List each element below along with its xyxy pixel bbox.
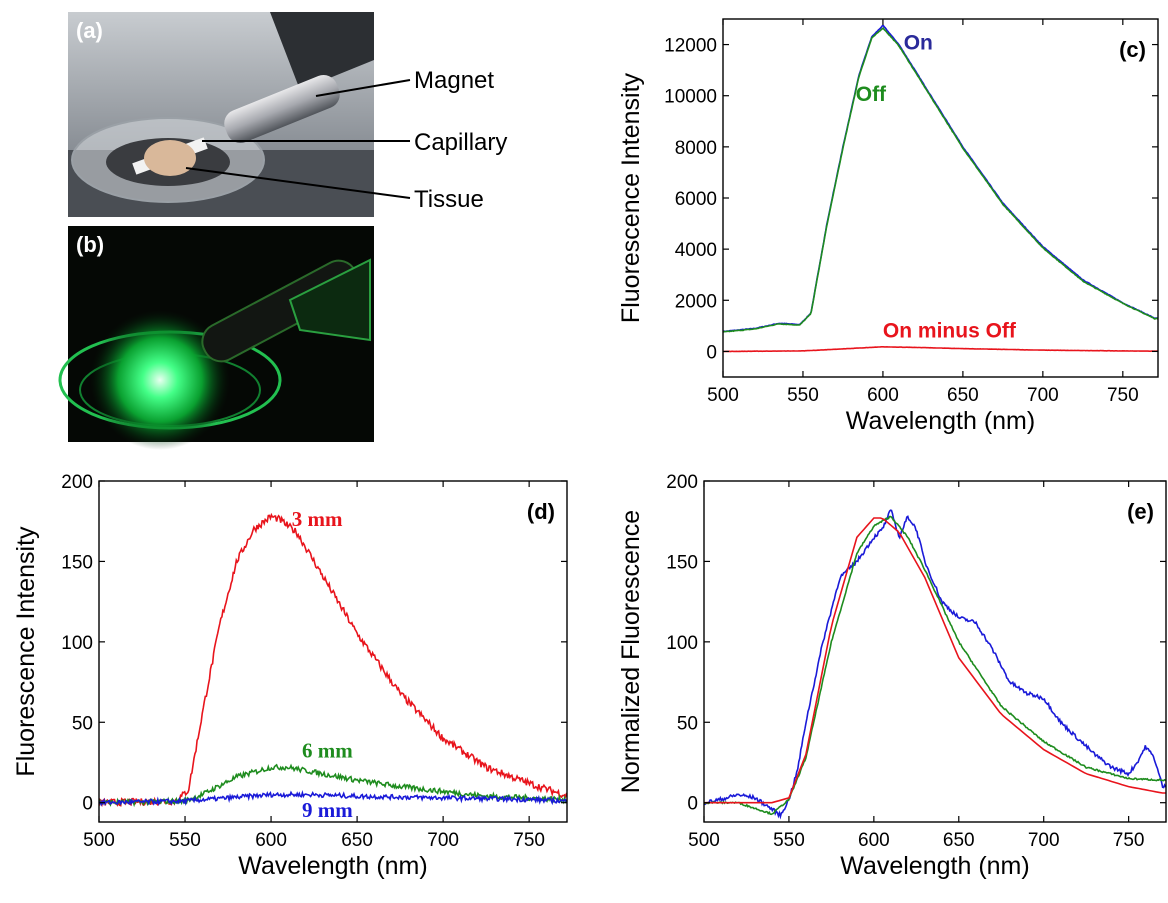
series-line-c-1 [723,26,1158,333]
x-tick-label: 700 [1027,385,1059,406]
photo-a-callouts: Magnet Capillary Tissue [185,67,507,213]
series-line-e-1 [704,515,1166,816]
magnet-label: Magnet [414,67,494,94]
annotation-on-minus-off: On minus Off [883,319,1017,342]
x-tick-label: 750 [1113,830,1145,851]
x-tick-label: 650 [943,830,975,851]
x-axis-label: Wavelength (nm) [846,407,1035,435]
y-tick-label: 6000 [675,189,717,210]
annotation-3-mm: 3 mm [292,507,343,531]
y-tick-label: 50 [677,713,698,734]
y-tick-label: 4000 [675,240,717,261]
magnet-rod [224,74,340,144]
photo-a: (a) [68,12,374,217]
annotation-6-mm: 6 mm [302,739,353,763]
y-tick-label: 0 [706,342,717,363]
panel-label-c: (c) [1119,37,1146,62]
series-line-e-0 [704,509,1166,820]
x-tick-label: 600 [867,385,899,406]
photo-a-label: (a) [76,18,103,43]
series-line-c-2 [723,345,1158,353]
photo-b: (b) [58,226,374,450]
x-tick-label: 600 [255,830,287,851]
y-tick-label: 200 [666,472,698,493]
y-tick-label: 200 [61,472,93,493]
x-tick-label: 550 [169,830,201,851]
x-tick-label: 550 [787,385,819,406]
y-tick-label: 100 [666,633,698,654]
chart-c: 500 550 600 650 700 750 0 2000 4000 6000 8000 10000… [617,18,1159,435]
y-tick-label: 2000 [675,291,717,312]
y-tick-label: 10000 [664,87,717,108]
y-axis-label: Fluorescence Intensity [617,72,645,323]
y-axis-label: Normalized Fluorescence [617,510,645,793]
x-tick-label: 550 [773,830,805,851]
tissue-label: Tissue [414,186,484,213]
plot-frame-e [703,480,1167,823]
panel-label-d: (d) [527,499,555,524]
series-group-c [723,24,1158,353]
plot-frame-d [98,480,568,823]
y-tick-label: 0 [82,794,93,815]
x-tick-label: 500 [83,830,115,851]
x-tick-label: 500 [707,385,739,406]
photo-a-bracket [270,12,374,90]
x-tick-label: 750 [513,830,545,851]
y-tick-label: 150 [61,552,93,573]
annotation-on: On [904,32,933,55]
y-tick-label: 100 [61,633,93,654]
annotation-off: Off [856,83,887,106]
series-line-e-2 [704,517,1166,804]
y-tick-label: 12000 [664,36,717,57]
annotation-9-mm: 9 mm [302,798,353,822]
magnet-callout-line [315,79,411,97]
y-tick-label: 150 [666,552,698,573]
photo-b-bracket [288,258,371,342]
photo-b-label: (b) [76,232,104,257]
series-group-e [704,509,1166,820]
x-axis-label: Wavelength (nm) [840,852,1029,880]
x-tick-label: 500 [688,830,720,851]
chart-e: 500 550 600 650 700 750 0 50 100 150 200 Wavelength… [617,472,1167,880]
x-tick-label: 700 [1028,830,1060,851]
chart-d: 500 550 600 650 700 750 0 50 100 150 200 Wavelength… [12,472,568,880]
y-tick-label: 0 [687,794,698,815]
x-tick-label: 750 [1107,385,1139,406]
tissue-callout-line [185,167,411,199]
x-axis-label: Wavelength (nm) [238,852,427,880]
y-tick-label: 50 [72,713,93,734]
series-line-d-2 [99,790,567,807]
fluorescence-glow [90,310,230,450]
tissue-sample [144,140,196,176]
capillary-label: Capillary [414,129,507,156]
x-tick-label: 700 [427,830,459,851]
y-axis-label: Fluorescence Intensity [12,526,40,777]
x-tick-label: 650 [947,385,979,406]
panel-label-e: (e) [1127,499,1154,524]
x-tick-label: 600 [858,830,890,851]
series-group-d [99,512,567,808]
y-tick-label: 8000 [675,138,717,159]
x-tick-label: 650 [341,830,373,851]
